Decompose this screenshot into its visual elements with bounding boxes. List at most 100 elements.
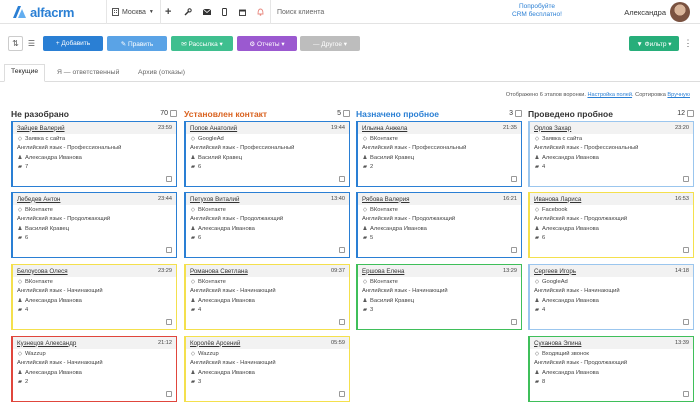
column-select-checkbox[interactable]: [170, 110, 177, 117]
lead-source: ◇ Входящий звонок: [530, 349, 693, 359]
mail-icon[interactable]: [203, 4, 211, 20]
lead-name-link[interactable]: Белоусова Олеся: [17, 267, 68, 275]
field-settings-link[interactable]: Настройка полей: [587, 92, 633, 98]
lead-card[interactable]: Белоусова Олеся 23:29 ◇ ВКонтакте Английский…: [11, 264, 177, 330]
building-icon: [112, 8, 119, 16]
notes-count: 5: [370, 235, 374, 242]
list-view-icon[interactable]: ☰: [24, 36, 39, 51]
lead-notes: ▰ 2: [358, 163, 521, 173]
card-select-checkbox[interactable]: [339, 319, 345, 325]
column-select-checkbox[interactable]: [343, 110, 350, 117]
lead-card[interactable]: Ершова Елена 13:29 ◇ ВКонтакте Английский яз…: [356, 264, 522, 330]
manager-text: Василий Кравец: [370, 297, 415, 304]
lead-name-link[interactable]: Рябова Валерия: [362, 195, 410, 203]
edit-button[interactable]: ✎ Править: [107, 36, 167, 51]
notes-count: 7: [25, 164, 29, 171]
card-select-checkbox[interactable]: [166, 319, 172, 325]
lead-card[interactable]: Петухов Виталий 13:40 ◇ ВКонтакте Английский…: [184, 192, 350, 258]
lead-name-link[interactable]: Ильина Анжела: [362, 124, 408, 132]
lead-card[interactable]: Суханова Элина 13:39 ◇ Входящий звонок Англи…: [528, 336, 694, 402]
column-select-checkbox[interactable]: [515, 110, 522, 117]
lead-card[interactable]: Сергеев Игорь 14:18 ◇ GoogleAd Английский яз…: [528, 264, 694, 330]
card-select-checkbox[interactable]: [511, 319, 517, 325]
add-button[interactable]: + Добавить: [43, 36, 103, 51]
person-icon: ♟: [534, 154, 540, 161]
card-select-checkbox[interactable]: [683, 176, 689, 182]
lead-notes: ▰ 3: [358, 306, 521, 316]
lead-name-link[interactable]: Лебедев Антон: [17, 195, 61, 203]
card-select-checkbox[interactable]: [683, 391, 689, 397]
tab-responsible[interactable]: Я — ответственный: [57, 69, 120, 76]
lead-name-link[interactable]: Сергеев Игорь: [534, 267, 577, 275]
lead-card[interactable]: Лебедев Антон 23:44 ◇ ВКонтакте Английский я…: [11, 192, 177, 258]
free-trial-promo-link[interactable]: Попробуйте CRM бесплатно!: [502, 3, 572, 19]
lead-time: 23:44: [158, 196, 172, 202]
column-title: Установлен контакт: [184, 108, 268, 119]
lead-card[interactable]: Ильина Анжела 21:35 ◇ ВКонтакте Английский я…: [356, 121, 522, 187]
other-button[interactable]: — Другое ▾: [300, 36, 360, 51]
lead-name-link[interactable]: Попов Анатолий: [190, 124, 238, 132]
person-icon: ♟: [362, 154, 368, 161]
lead-card[interactable]: Иванова Лариса 16:53 ◇ Facebook Английский я…: [528, 192, 694, 258]
lead-name-link[interactable]: Кузнецов Александр: [17, 339, 77, 347]
top-navigation-bar: alfacrm Москва ▼ + Поиск клиента Попробу…: [0, 0, 700, 24]
card-select-checkbox[interactable]: [511, 247, 517, 253]
lead-name-link[interactable]: Петухов Виталий: [190, 195, 240, 203]
calendar-icon[interactable]: [239, 4, 246, 20]
lead-manager: ♟ Александра Иванова: [530, 224, 693, 234]
course-text: Английский язык - Начинающий: [534, 288, 620, 295]
lead-name-link[interactable]: Королёв Арсений: [190, 339, 241, 347]
lead-course: Английский язык - Начинающий: [13, 359, 176, 369]
card-select-checkbox[interactable]: [511, 176, 517, 182]
source-diamond-icon: ◇: [190, 135, 196, 142]
lead-card[interactable]: Попов Анатолий 19:44 ◇ GoogleAd Английский я…: [184, 121, 350, 187]
reports-button[interactable]: ⚙ Отчеты ▾: [237, 36, 297, 51]
card-select-checkbox[interactable]: [683, 319, 689, 325]
bell-icon[interactable]: [257, 4, 264, 20]
lead-name-link[interactable]: Зайцев Валерий: [17, 124, 65, 132]
card-select-checkbox[interactable]: [166, 176, 172, 182]
sort-manual-link[interactable]: Вручную: [667, 92, 690, 98]
lead-source: ◇ Facebook: [530, 205, 693, 215]
lead-card[interactable]: Романова Светлана 09:37 ◇ ВКонтакте Английск…: [184, 264, 350, 330]
card-select-checkbox[interactable]: [166, 247, 172, 253]
person-icon: ♟: [17, 225, 23, 232]
tab-current[interactable]: Текущие: [4, 64, 46, 82]
wrench-icon[interactable]: [184, 4, 192, 20]
lead-name-link[interactable]: Суханова Элина: [534, 339, 582, 347]
more-vertical-icon[interactable]: ⋮: [682, 36, 694, 51]
comment-icon: ▰: [17, 235, 23, 242]
app-logo[interactable]: alfacrm: [12, 4, 74, 20]
filter-button[interactable]: ▼ Фильтр ▾: [629, 36, 679, 51]
card-header: Ильина Анжела 21:35: [358, 122, 521, 134]
card-select-checkbox[interactable]: [339, 391, 345, 397]
lead-notes: ▰ 8: [530, 378, 693, 388]
lead-name-link[interactable]: Ершова Елена: [362, 267, 405, 275]
lead-card[interactable]: Зайцев Валерий 23:59 ◇ Заявка с сайта Англий…: [11, 121, 177, 187]
user-name[interactable]: Александра: [624, 8, 666, 17]
lead-card[interactable]: Рябова Валерия 16:21 ◇ ВКонтакте Английский …: [356, 192, 522, 258]
plus-icon[interactable]: +: [165, 6, 172, 18]
mailing-button[interactable]: ✉ Рассылка ▾: [171, 36, 233, 51]
lead-name-link[interactable]: Орлов Захар: [534, 124, 572, 132]
card-select-checkbox[interactable]: [339, 176, 345, 182]
card-select-checkbox[interactable]: [683, 247, 689, 253]
lead-card[interactable]: Орлов Захар 23:20 ◇ Заявка с сайта Английски…: [528, 121, 694, 187]
phone-icon[interactable]: [222, 4, 227, 20]
source-text: GoogleAd: [198, 135, 224, 142]
count-value: 70: [160, 110, 168, 117]
card-select-checkbox[interactable]: [166, 391, 172, 397]
city-selector[interactable]: Москва ▼: [112, 4, 154, 20]
column-select-checkbox[interactable]: [687, 110, 694, 117]
lead-notes: ▰ 5: [358, 234, 521, 244]
person-icon: ♟: [534, 297, 540, 304]
lead-name-link[interactable]: Романова Светлана: [190, 267, 248, 275]
client-search-input[interactable]: Поиск клиента: [277, 4, 397, 20]
lead-name-link[interactable]: Иванова Лариса: [534, 195, 582, 203]
lead-card[interactable]: Королёв Арсений 05:59 ◇ Wazzup Английский яз…: [184, 336, 350, 402]
avatar[interactable]: [670, 2, 690, 22]
sort-icon[interactable]: ⇅: [8, 36, 23, 51]
tab-archive[interactable]: Архив (отказы): [138, 69, 186, 76]
lead-card[interactable]: Кузнецов Александр 21:12 ◇ Wazzup Английский…: [11, 336, 177, 402]
card-select-checkbox[interactable]: [339, 247, 345, 253]
